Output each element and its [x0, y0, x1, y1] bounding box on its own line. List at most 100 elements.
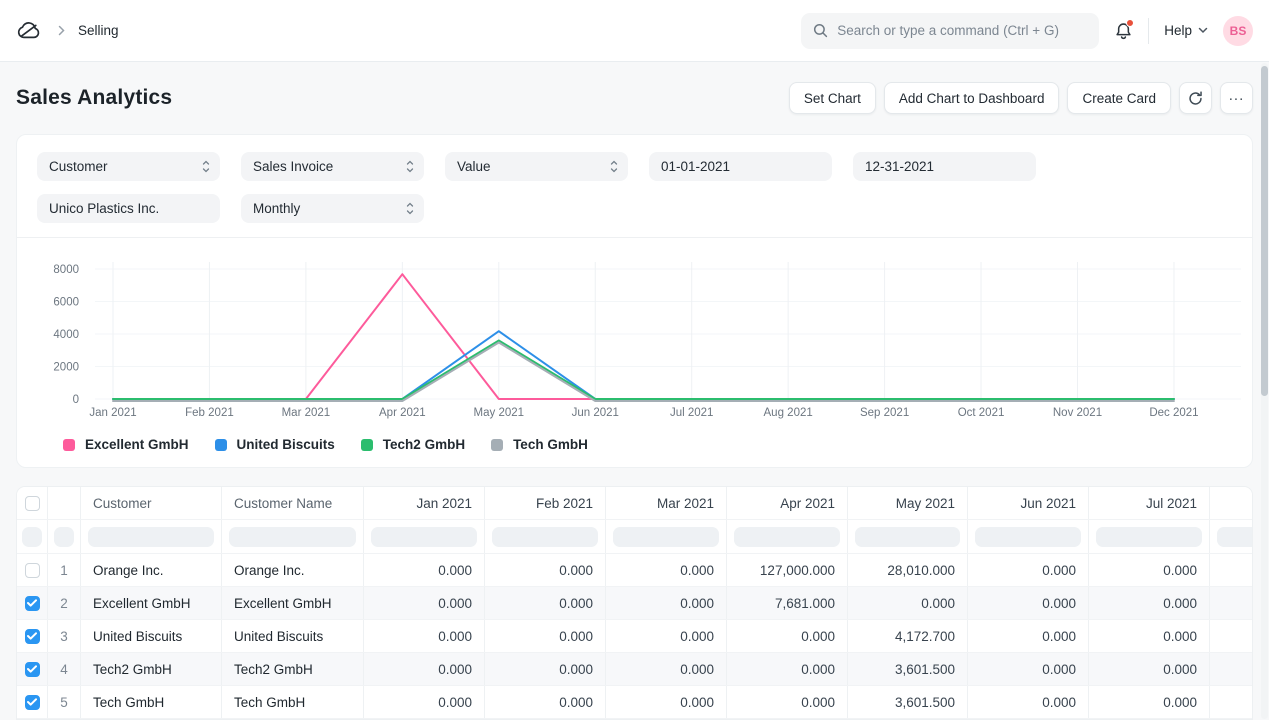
breadcrumb[interactable]: Selling [78, 23, 119, 38]
notifications-bell-icon[interactable] [1114, 18, 1135, 41]
column-header[interactable]: Jan 2021 [364, 487, 485, 519]
column-filter-input[interactable] [1217, 526, 1252, 547]
set-chart-button[interactable]: Set Chart [788, 82, 876, 114]
column-filter-input[interactable] [613, 526, 719, 547]
column-filter-input[interactable] [855, 526, 960, 547]
customer-name-cell[interactable]: Excellent GmbH [222, 587, 364, 619]
filter-company-input[interactable]: Unico Plastics Inc. [37, 194, 220, 223]
column-filter-input[interactable] [54, 526, 74, 547]
column-filter-input[interactable] [371, 526, 477, 547]
table-row: 4 Tech2 GmbH Tech2 GmbH 0.000 0.000 0.000 0.00… [17, 653, 1252, 686]
column-header[interactable]: Customer [81, 487, 222, 519]
value-cell: 0.000 [606, 587, 727, 619]
column-header[interactable]: May 2021 [848, 487, 968, 519]
value-cell: 3,601.500 [848, 686, 968, 718]
column-header[interactable]: Feb 2021 [485, 487, 606, 519]
filter-cell [48, 520, 81, 553]
table-row: 5 Tech GmbH Tech GmbH 0.000 0.000 0.000 0.000 3… [17, 686, 1252, 719]
column-header[interactable]: Customer Name [222, 487, 364, 519]
legend-item: Tech2 GmbH [360, 437, 465, 452]
row-checkbox-checked[interactable] [24, 661, 40, 677]
filter-value-quantity-select[interactable]: Value [445, 152, 628, 181]
row-checkbox-checked[interactable] [24, 694, 40, 710]
column-header[interactable]: Apr 2021 [727, 487, 848, 519]
svg-text:0: 0 [73, 394, 79, 406]
column-filter-input[interactable] [975, 526, 1081, 547]
row-checkbox-checked[interactable] [24, 595, 40, 611]
select-chevrons-icon [406, 202, 414, 215]
value-cell: 7,681.000 [727, 587, 848, 619]
column-filter-input[interactable] [229, 526, 356, 547]
filter-from-date-input[interactable]: 01-01-2021 [649, 152, 832, 181]
filter-cell [848, 520, 968, 553]
value-cell: 0.000 [364, 653, 485, 685]
filter-cell [17, 520, 48, 553]
table-row: 3 United Biscuits United Biscuits 0.000 0.00… [17, 620, 1252, 653]
value-cell: 0.000 [364, 554, 485, 586]
row-checkbox[interactable] [24, 562, 40, 578]
filter-cell [222, 520, 364, 553]
value-cell: 28,010.000 [848, 554, 968, 586]
help-label: Help [1164, 23, 1192, 38]
customer-cell[interactable]: Tech2 GmbH [81, 653, 222, 685]
row-checkbox[interactable] [24, 495, 40, 511]
svg-text:May 2021: May 2021 [474, 407, 525, 419]
refresh-button[interactable] [1179, 82, 1212, 114]
filter-range-select[interactable]: Monthly [241, 194, 424, 223]
filter-cell [1210, 520, 1252, 553]
filter-based-on-select[interactable]: Sales Invoice [241, 152, 424, 181]
legend-swatch [63, 438, 75, 451]
data-table: Customer Customer Name Jan 2021 Feb 2021 Mar… [16, 486, 1253, 720]
add-chart-to-dashboard-button[interactable]: Add Chart to Dashboard [883, 82, 1060, 114]
value-cell: 0.000 [1089, 653, 1210, 685]
value-cell-clipped [1210, 686, 1252, 718]
refresh-icon [1189, 90, 1202, 105]
value-cell: 0.000 [1089, 620, 1210, 652]
legend-swatch [360, 438, 373, 451]
row-number: 5 [48, 686, 81, 718]
value-cell: 0.000 [727, 653, 848, 685]
filter-tree-type-select[interactable]: Customer [37, 152, 220, 181]
column-filter-input[interactable] [22, 526, 42, 547]
table-filter-row [17, 520, 1252, 554]
app-logo-icon[interactable] [16, 19, 43, 42]
value-cell: 0.000 [727, 620, 848, 652]
value-cell: 0.000 [485, 686, 606, 718]
menu-button[interactable]: ... [1220, 82, 1253, 114]
svg-text:Apr 2021: Apr 2021 [379, 407, 426, 419]
column-filter-input[interactable] [1096, 526, 1202, 547]
filter-to-date-input[interactable]: 12-31-2021 [853, 152, 1036, 181]
search-placeholder: Search or type a command (Ctrl + G) [837, 23, 1059, 38]
customer-cell[interactable]: Excellent GmbH [81, 587, 222, 619]
row-select-cell [17, 653, 48, 685]
column-header[interactable]: Mar 2021 [606, 487, 727, 519]
search-icon [813, 23, 828, 38]
avatar[interactable]: BS [1223, 15, 1253, 46]
customer-name-cell[interactable]: Tech GmbH [222, 686, 364, 718]
column-header[interactable]: Jun 2021 [968, 487, 1089, 519]
customer-name-cell[interactable]: United Biscuits [222, 620, 364, 652]
analytics-card: Customer Sales Invoice Value 01-01-2021 … [16, 134, 1253, 468]
customer-cell[interactable]: Orange Inc. [81, 554, 222, 586]
column-filter-input[interactable] [492, 526, 598, 547]
customer-name-cell[interactable]: Tech2 GmbH [222, 653, 364, 685]
customer-cell[interactable]: Tech GmbH [81, 686, 222, 718]
filter-cell [81, 520, 222, 553]
customer-cell[interactable]: United Biscuits [81, 620, 222, 652]
column-filter-input[interactable] [734, 526, 840, 547]
row-select-cell [17, 620, 48, 652]
customer-name-cell[interactable]: Orange Inc. [222, 554, 364, 586]
filter-cell [727, 520, 848, 553]
filter-cell [485, 520, 606, 553]
column-header[interactable]: Jul 2021 [1089, 487, 1210, 519]
create-card-button[interactable]: Create Card [1067, 82, 1171, 114]
search-input[interactable]: Search or type a command (Ctrl + G) [801, 12, 1100, 49]
value-cell: 0.000 [364, 686, 485, 718]
row-checkbox-checked[interactable] [24, 628, 40, 644]
value-cell: 0.000 [485, 620, 606, 652]
page-scrollbar-thumb[interactable] [1261, 66, 1268, 396]
help-menu[interactable]: Help [1164, 23, 1208, 38]
svg-text:Jun 2021: Jun 2021 [572, 407, 619, 419]
table-row: 2 Excellent GmbH Excellent GmbH 0.000 0.000 0… [17, 587, 1252, 620]
column-filter-input[interactable] [88, 526, 214, 547]
